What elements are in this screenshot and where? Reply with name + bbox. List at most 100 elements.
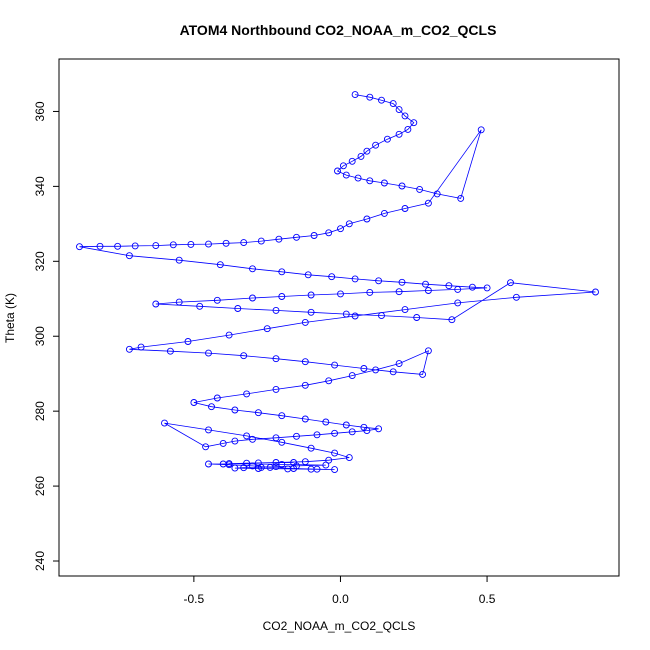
data-point — [152, 242, 160, 250]
data-point — [131, 242, 139, 250]
data-point — [351, 91, 359, 99]
data-point — [592, 288, 599, 296]
data-point — [401, 306, 409, 314]
data-point — [395, 360, 403, 368]
y-tick-label: 340 — [33, 176, 47, 196]
chart-title: ATOM4 Northbound CO2_NOAA_m_CO2_QCLS — [180, 22, 497, 38]
data-point — [363, 147, 371, 155]
data-point — [231, 406, 239, 414]
data-point — [357, 152, 365, 160]
data-point — [378, 96, 385, 104]
data-point — [383, 135, 391, 143]
data-point — [339, 162, 347, 170]
data-point — [507, 279, 514, 287]
data-point — [363, 215, 371, 223]
data-point — [307, 444, 315, 452]
data-point — [363, 427, 371, 435]
data-point — [125, 252, 133, 260]
data-point — [337, 225, 344, 233]
data-point — [114, 242, 122, 250]
data-point — [278, 268, 286, 276]
data-point — [125, 345, 133, 353]
data-point — [161, 419, 168, 427]
data-point — [401, 205, 409, 212]
data-point — [424, 287, 432, 294]
data-point — [275, 235, 283, 243]
data-point — [307, 465, 315, 473]
data-point — [216, 261, 224, 269]
data-point — [219, 439, 227, 447]
data-point — [342, 171, 350, 179]
y-tick-label: 280 — [33, 401, 47, 421]
data-point — [345, 454, 353, 462]
data-point — [325, 377, 333, 385]
data-point — [424, 347, 432, 355]
data-point — [272, 463, 280, 471]
series-line-0 — [79, 94, 596, 470]
data-point — [334, 167, 341, 175]
data-point — [234, 305, 242, 312]
data-point — [152, 300, 160, 308]
data-point — [187, 240, 195, 248]
data-point — [337, 290, 344, 298]
data-point — [512, 293, 520, 301]
y-tick-label: 320 — [33, 251, 47, 271]
data-point — [240, 352, 248, 360]
data-point — [372, 141, 380, 149]
data-point — [366, 93, 374, 101]
data-point — [342, 310, 350, 318]
data-point — [278, 412, 286, 420]
data-point — [313, 431, 321, 439]
data-point — [222, 239, 230, 247]
data-point — [263, 325, 271, 333]
data-point — [175, 256, 183, 264]
data-point — [205, 349, 212, 357]
data-point — [348, 428, 356, 436]
data-point — [322, 461, 330, 469]
data-point — [231, 437, 239, 445]
y-tick-label: 240 — [33, 551, 47, 571]
data-point — [331, 466, 339, 474]
data-point — [366, 288, 374, 296]
data-point — [272, 434, 280, 442]
data-point — [378, 312, 385, 320]
data-point — [240, 464, 248, 472]
data-point — [351, 312, 359, 320]
data-point — [254, 409, 262, 417]
data-point — [325, 229, 333, 237]
x-tick-label: 0.5 — [479, 592, 496, 606]
data-point — [205, 460, 212, 468]
data-point — [348, 372, 356, 380]
data-point — [76, 243, 83, 251]
data-point — [249, 462, 256, 470]
data-point — [328, 273, 336, 281]
data-point — [301, 358, 309, 366]
y-tick-label: 300 — [33, 326, 47, 346]
data-point — [395, 288, 403, 296]
data-point — [468, 283, 476, 291]
data-point — [278, 293, 286, 300]
data-point — [249, 435, 256, 443]
data-point — [448, 316, 456, 324]
data-point — [360, 365, 368, 372]
plot-area — [76, 91, 599, 474]
data-point — [380, 209, 388, 217]
data-point — [249, 294, 256, 302]
data-point — [196, 302, 204, 310]
data-point — [249, 265, 256, 273]
data-point — [375, 425, 383, 433]
data-point — [307, 291, 315, 299]
data-point — [483, 284, 491, 292]
data-point — [348, 157, 356, 165]
data-point — [457, 194, 465, 202]
data-point — [372, 366, 380, 374]
data-point — [307, 308, 315, 316]
y-tick-label: 360 — [33, 101, 47, 121]
data-point — [410, 119, 418, 127]
data-point — [293, 432, 300, 440]
data-point — [354, 174, 362, 182]
data-point — [205, 240, 212, 248]
data-point — [419, 370, 427, 378]
data-point — [433, 190, 441, 198]
data-point — [395, 130, 403, 138]
